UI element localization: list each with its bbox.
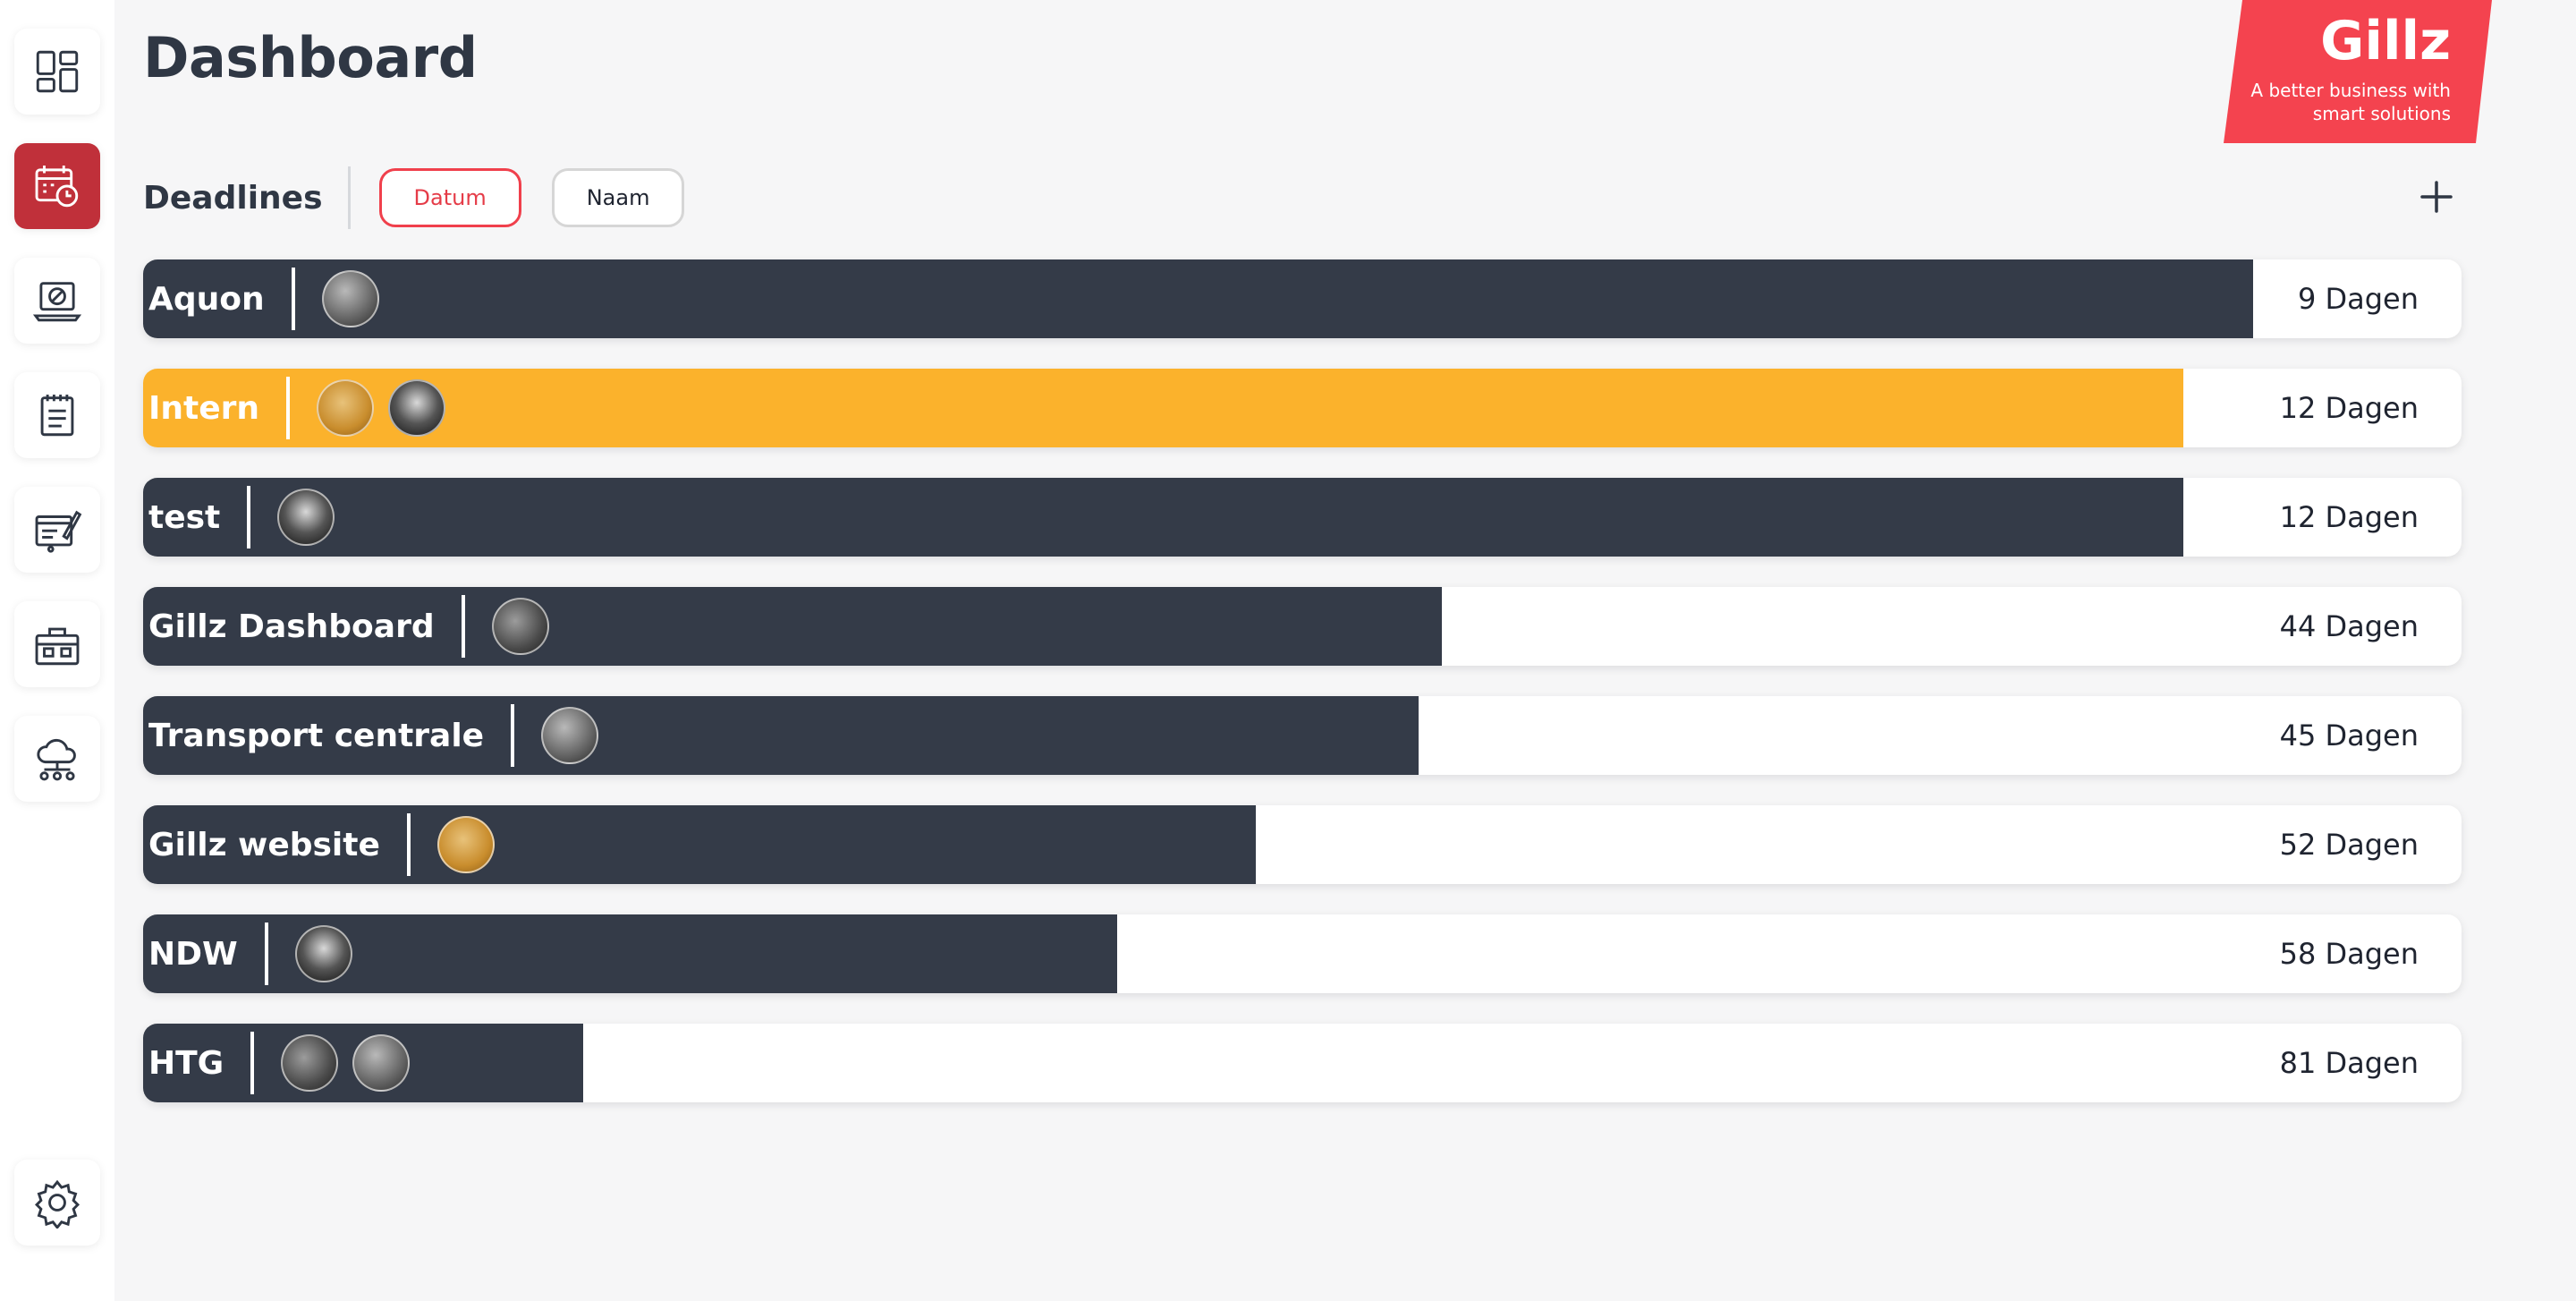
deadline-row[interactable]: Aquon 9 Dagen [143, 259, 2462, 338]
avatar[interactable] [321, 270, 379, 327]
brand-logo: Gillz A better business with smart solut… [2224, 0, 2492, 143]
toolbox-icon [35, 627, 80, 666]
row-label: Gillz website [148, 805, 495, 884]
project-name: NDW [148, 935, 238, 973]
row-label: NDW [148, 914, 352, 993]
divider [347, 166, 351, 229]
deadline-row[interactable]: HTG 81 Dagen [143, 1024, 2462, 1102]
row-label: Aquon [148, 259, 379, 338]
days-remaining: 58 Dagen [2279, 937, 2419, 971]
avatar-group [436, 816, 495, 873]
project-name: Transport centrale [148, 717, 485, 754]
avatar[interactable] [352, 1034, 411, 1092]
sidebar [0, 0, 114, 1301]
avatar-group [321, 270, 379, 327]
divider [250, 1032, 255, 1094]
row-label: HTG [148, 1024, 411, 1102]
deadline-row[interactable]: NDW 58 Dagen [143, 914, 2462, 993]
divider [406, 813, 411, 876]
page-title: Dashboard [143, 25, 478, 90]
row-label: Transport centrale [148, 696, 599, 775]
plus-icon [2420, 181, 2453, 213]
avatar-group [277, 489, 335, 546]
avatar[interactable] [436, 816, 495, 873]
nav-cloud-button[interactable] [14, 716, 100, 802]
avatar[interactable] [281, 1034, 339, 1092]
gear-icon [34, 1179, 80, 1229]
avatar[interactable] [317, 379, 375, 437]
progress-bar-fill [143, 696, 1419, 775]
divider [286, 377, 291, 439]
nav-support-button[interactable] [14, 258, 100, 344]
project-name: Aquon [148, 280, 265, 318]
avatar[interactable] [541, 707, 599, 764]
settings-button[interactable] [14, 1160, 100, 1246]
nav-deadlines-button[interactable] [14, 143, 100, 229]
progress-bar-fill [143, 478, 2183, 557]
laptop-support-icon [32, 282, 82, 322]
deadline-row[interactable]: Gillz website 52 Dagen [143, 805, 2462, 884]
notepad-icon [40, 395, 74, 437]
calendar-clock-icon [35, 166, 79, 208]
design-edit-icon [35, 510, 82, 553]
progress-bar-fill [143, 259, 2253, 338]
project-name: test [148, 498, 221, 536]
deadline-list: Aquon 9 Dagen Intern 12 Dagen test 12 Dagen Gi… [143, 259, 2462, 1133]
progress-bar-fill [143, 587, 1442, 666]
days-remaining: 45 Dagen [2279, 719, 2419, 753]
nav-design-button[interactable] [14, 487, 100, 573]
nav-toolbox-button[interactable] [14, 601, 100, 687]
avatar[interactable] [277, 489, 335, 546]
days-remaining: 12 Dagen [2279, 500, 2419, 534]
deadlines-header: Deadlines Datum Naam [143, 166, 715, 229]
progress-bar-fill [143, 369, 2183, 447]
avatar[interactable] [294, 925, 352, 982]
sort-datum-button[interactable]: Datum [378, 168, 521, 227]
days-remaining: 44 Dagen [2279, 609, 2419, 643]
project-name: Gillz Dashboard [148, 608, 435, 645]
deadline-row[interactable]: Intern 12 Dagen [143, 369, 2462, 447]
deadline-row[interactable]: Transport centrale 45 Dagen [143, 696, 2462, 775]
divider [291, 268, 295, 330]
avatar-group [491, 598, 549, 655]
avatar-group [541, 707, 599, 764]
row-label: Intern [148, 369, 446, 447]
deadlines-title: Deadlines [143, 179, 323, 217]
nav-notes-button[interactable] [14, 372, 100, 458]
divider [511, 704, 515, 767]
cloud-network-icon [37, 738, 76, 781]
avatar[interactable] [388, 379, 446, 437]
divider [247, 486, 251, 548]
deadline-row[interactable]: Gillz Dashboard 44 Dagen [143, 587, 2462, 666]
main-content: Dashboard Gillz A better business with s… [114, 0, 2576, 1301]
row-label: test [148, 478, 335, 557]
divider [264, 923, 268, 985]
brand-tagline: A better business with smart solutions [2250, 80, 2451, 124]
days-remaining: 81 Dagen [2279, 1046, 2419, 1080]
project-name: Gillz website [148, 826, 380, 863]
brand-name: Gillz [2320, 10, 2451, 72]
days-remaining: 52 Dagen [2279, 828, 2419, 862]
dashboard-grid-icon [36, 50, 79, 93]
days-remaining: 9 Dagen [2297, 282, 2419, 316]
avatar[interactable] [491, 598, 549, 655]
add-deadline-button[interactable] [2411, 172, 2462, 222]
sort-naam-button[interactable]: Naam [551, 168, 685, 227]
avatar-group [317, 379, 446, 437]
project-name: HTG [148, 1044, 225, 1082]
avatar-group [281, 1034, 411, 1092]
deadline-row[interactable]: test 12 Dagen [143, 478, 2462, 557]
days-remaining: 12 Dagen [2279, 391, 2419, 425]
nav-dashboard-button[interactable] [14, 29, 100, 115]
progress-bar-fill [143, 805, 1257, 884]
divider [461, 595, 465, 658]
project-name: Intern [148, 389, 260, 427]
avatar-group [294, 925, 352, 982]
row-label: Gillz Dashboard [148, 587, 549, 666]
